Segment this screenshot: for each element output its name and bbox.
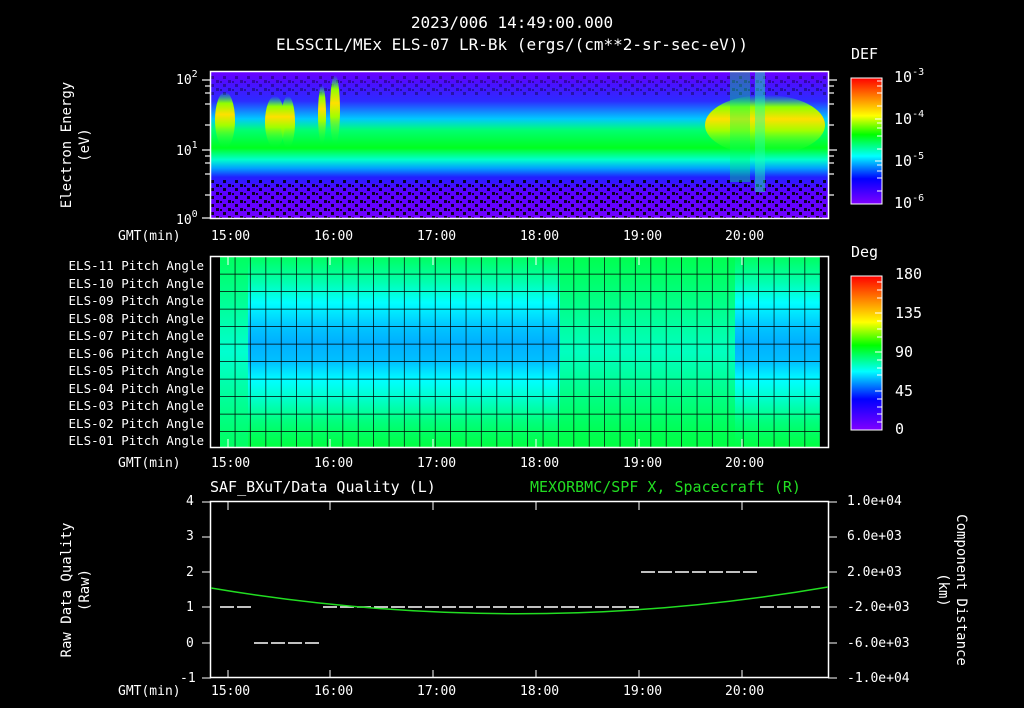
panel1-title: ELSSCIL/MEx ELS-07 LR-Bk (ergs/(cm**2-sr… — [275, 35, 748, 54]
def-colorbar-title: DEF — [851, 45, 879, 63]
quality-ylabel-line2: (Raw) — [77, 568, 93, 612]
energy-ytick-100: 102 — [176, 69, 198, 88]
distance-ytick: -1.0e+04 — [847, 671, 910, 686]
row-label: ELS-06 Pitch Angle — [68, 345, 204, 361]
quality-ylabel-line1: Raw Data Quality — [59, 522, 75, 658]
panel3-title-right: MEXORBMC/SPF X, Spacecraft (R) — [530, 478, 801, 496]
xtick: 20:00 — [725, 684, 765, 699]
def-colorbar-tick: 10-6 — [894, 193, 925, 212]
deg-colorbar-tick: 0 — [895, 420, 905, 438]
xtick: 15:00 — [211, 684, 251, 699]
quality-ytick: 1 — [186, 600, 194, 615]
deg-colorbar-tick: 180 — [895, 265, 923, 283]
row-label: ELS-10 Pitch Angle — [68, 275, 204, 291]
xtick: 19:00 — [623, 229, 663, 244]
row-label: ELS-08 Pitch Angle — [68, 310, 204, 326]
deg-colorbar-tick: 90 — [895, 343, 914, 361]
distance-ytick: 6.0e+03 — [847, 529, 902, 544]
deg-colorbar-tick: 45 — [895, 382, 914, 400]
energy-ytick-10: 101 — [176, 140, 198, 159]
xtick: 16:00 — [314, 456, 354, 471]
row-label: ELS-11 Pitch Angle — [68, 258, 204, 273]
xtick: 17:00 — [417, 456, 457, 471]
row-label: ELS-02 Pitch Angle — [68, 415, 204, 431]
row-label: ELS-01 Pitch Angle — [68, 433, 204, 448]
pitch-row-labels: ELS-11 Pitch Angle ELS-10 Pitch Angle EL… — [4, 257, 204, 450]
def-colorbar-tick: 10-4 — [894, 109, 925, 128]
xtick: 20:00 — [725, 456, 765, 471]
xtick: 15:00 — [211, 456, 251, 471]
row-label: ELS-07 Pitch Angle — [68, 328, 204, 343]
distance-ylabel-line2: (km) — [935, 573, 951, 607]
row-label: ELS-09 Pitch Angle — [68, 293, 204, 308]
distance-ytick: 1.0e+04 — [847, 494, 902, 509]
gmt-axis-label: GMT(min) — [118, 456, 181, 471]
quality-ytick: -1 — [180, 671, 196, 686]
deg-colorbar-tick: 135 — [895, 304, 923, 322]
row-label: ELS-05 Pitch Angle — [68, 363, 204, 378]
def-colorbar-tick: 10-3 — [894, 67, 925, 86]
gmt-axis-label: GMT(min) — [118, 684, 181, 699]
xtick: 20:00 — [725, 229, 765, 244]
distance-ytick: -6.0e+03 — [847, 636, 910, 651]
def-colorbar-tick: 10-5 — [894, 151, 925, 170]
row-label: ELS-03 Pitch Angle — [68, 398, 204, 413]
distance-ylabel: Component Distance (km) — [935, 490, 969, 690]
xtick: 18:00 — [520, 229, 560, 244]
distance-ytick: -2.0e+03 — [847, 600, 910, 615]
xtick: 19:00 — [623, 456, 663, 471]
quality-ytick: 0 — [186, 636, 194, 651]
time-title: 2023/006 14:49:00.000 — [410, 13, 614, 32]
quality-ytick: 2 — [186, 565, 194, 580]
energy-spectrogram-panel: Electron Energy (eV) 102 101 100 — [0, 0, 1024, 250]
quality-ytick: 3 — [186, 529, 194, 544]
xtick: 16:00 — [314, 229, 354, 244]
xtick: 16:00 — [314, 684, 354, 699]
quality-ytick: 4 — [186, 494, 194, 509]
distance-ylabel-line1: Component Distance — [953, 514, 969, 666]
quality-ylabel: Raw Data Quality (Raw) — [59, 490, 93, 690]
panel3-title-left: SAF_BXuT/Data Quality (L) — [210, 478, 436, 496]
xtick: 17:00 — [417, 229, 457, 244]
distance-ytick: 2.0e+03 — [847, 565, 902, 580]
xtick: 18:00 — [520, 456, 560, 471]
row-label: ELS-04 Pitch Angle — [68, 380, 204, 396]
xtick: 17:00 — [417, 684, 457, 699]
xtick: 15:00 — [211, 229, 251, 244]
energy-spectrogram-plot — [202, 70, 883, 220]
energy-ytick-1: 100 — [176, 209, 198, 228]
xtick: 19:00 — [623, 684, 663, 699]
xtick: 18:00 — [520, 684, 560, 699]
gmt-axis-label: GMT(min) — [118, 229, 181, 244]
